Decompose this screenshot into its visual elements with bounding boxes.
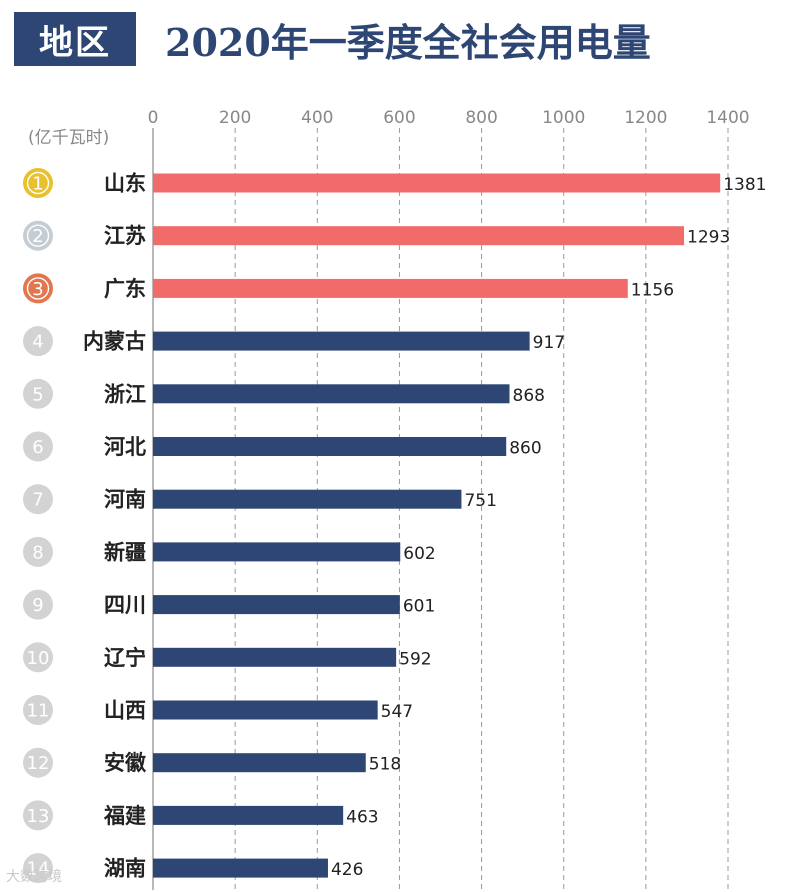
x-tick-label: 1400 xyxy=(706,108,749,128)
value-label: 751 xyxy=(464,491,496,511)
rank-badge xyxy=(23,642,53,673)
bar-row: 9 四川 601 xyxy=(23,589,435,620)
rank-number: 8 xyxy=(32,542,43,563)
x-tick-label: 1000 xyxy=(542,108,585,128)
value-label: 592 xyxy=(399,649,431,669)
rank-badge xyxy=(23,431,53,462)
value-label: 868 xyxy=(513,386,545,406)
rank-number: 12 xyxy=(27,753,50,774)
category-label: 广东 xyxy=(104,277,146,301)
category-label: 湖南 xyxy=(104,857,146,881)
rank-number: 13 xyxy=(27,806,50,827)
watermark-text: 大数跨境 xyxy=(6,869,62,885)
chart-title: 2020年一季度全社会用电量 xyxy=(165,19,651,65)
rank-badge xyxy=(23,326,53,357)
rank-number: 6 xyxy=(32,437,43,458)
rank-number: 5 xyxy=(32,384,43,405)
x-tick-label: 0 xyxy=(148,108,159,128)
bar xyxy=(153,858,328,878)
bar-row: 4 内蒙古 917 xyxy=(23,326,565,357)
rank-number: 14 xyxy=(27,859,50,880)
value-label: 463 xyxy=(346,807,378,827)
rank-number: 4 xyxy=(32,332,43,353)
value-label: 518 xyxy=(369,755,401,775)
rank-badge-ring xyxy=(26,171,50,195)
bar xyxy=(153,437,507,456)
bar-row: 10 辽宁 592 xyxy=(23,642,432,673)
bar xyxy=(153,595,400,615)
rank-number: 10 xyxy=(27,648,50,669)
bar xyxy=(153,753,366,773)
x-tick-label: 400 xyxy=(301,108,333,128)
bar-row: 5 浙江 868 xyxy=(23,378,545,409)
bar-row: 14 湖南 426 xyxy=(23,853,363,884)
rank-number: 7 xyxy=(32,490,43,511)
rank-badge xyxy=(23,536,53,567)
x-axis-ticks: 0 200 400 600 800 1000 1200 1400 xyxy=(148,108,750,128)
value-label: 426 xyxy=(331,860,363,880)
category-label: 江苏 xyxy=(104,224,146,248)
bar-row: 3 广东 1156 xyxy=(23,273,674,304)
bar xyxy=(153,805,344,825)
value-label: 860 xyxy=(509,439,541,459)
bar xyxy=(153,226,685,246)
x-tick-label: 600 xyxy=(383,108,415,128)
category-label: 山西 xyxy=(104,699,146,723)
bar-row: 11 山西 547 xyxy=(23,695,413,725)
bar-row: 13 福建 463 xyxy=(23,800,379,831)
unit-label: (亿千瓦时) xyxy=(28,128,109,148)
bar xyxy=(153,700,378,720)
bar-row: 2 江苏 1293 xyxy=(23,220,730,251)
category-label: 安徽 xyxy=(104,751,147,775)
rank-badge-ring xyxy=(26,277,50,300)
rank-badge xyxy=(23,800,53,831)
category-label: 山东 xyxy=(104,172,146,196)
bar xyxy=(153,331,530,351)
value-label: 1381 xyxy=(723,175,766,195)
bar xyxy=(153,647,397,667)
value-label: 1293 xyxy=(687,228,730,248)
bar-row: 12 安徽 518 xyxy=(23,747,401,778)
value-label: 601 xyxy=(403,597,435,617)
value-label: 547 xyxy=(381,702,413,722)
bar xyxy=(153,542,401,562)
rank-badge xyxy=(23,747,53,778)
value-label: 1156 xyxy=(631,280,674,300)
bar-row: 7 河南 751 xyxy=(23,484,497,515)
category-label: 内蒙古 xyxy=(83,330,146,354)
category-label: 河南 xyxy=(104,488,146,512)
category-label: 四川 xyxy=(104,593,146,617)
rank-badge-ring xyxy=(26,224,50,247)
x-tick-label: 200 xyxy=(219,108,251,128)
rank-badge xyxy=(23,378,53,409)
value-label: 602 xyxy=(403,544,435,564)
bar-row: 8 新疆 602 xyxy=(23,536,436,567)
bar xyxy=(153,384,510,404)
category-label: 辽宁 xyxy=(104,646,146,670)
bar xyxy=(153,278,628,298)
rank-number: 2 xyxy=(32,226,43,247)
x-tick-label: 1200 xyxy=(624,108,667,128)
rank-number: 9 xyxy=(32,595,43,616)
rank-badge xyxy=(23,484,53,515)
category-label: 河北 xyxy=(104,435,146,459)
bar xyxy=(153,173,721,193)
value-label: 917 xyxy=(533,333,565,353)
rank-badge xyxy=(23,589,53,620)
rank-badge xyxy=(23,695,53,725)
rank-number: 1 xyxy=(32,174,43,195)
category-label: 新疆 xyxy=(104,540,146,564)
bar-row: 1 山东 1381 xyxy=(23,168,766,198)
category-label: 福建 xyxy=(103,804,146,828)
region-badge: 地区 xyxy=(14,12,136,66)
bar xyxy=(153,489,462,509)
x-tick-label: 800 xyxy=(465,108,497,128)
rank-number: 11 xyxy=(27,701,50,722)
category-label: 浙江 xyxy=(104,382,146,406)
rank-badge xyxy=(23,853,53,884)
bar-row: 6 河北 860 xyxy=(23,431,542,462)
rank-number: 3 xyxy=(32,279,43,300)
